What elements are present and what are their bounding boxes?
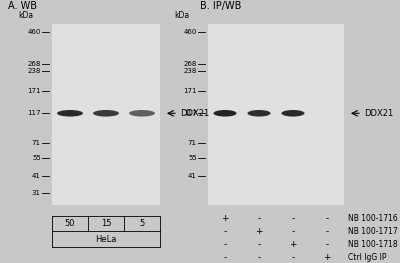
Text: HeLa: HeLa (95, 235, 117, 244)
Text: +: + (221, 214, 229, 223)
Ellipse shape (282, 110, 304, 117)
Text: 268: 268 (184, 61, 197, 67)
Text: -: - (257, 253, 261, 262)
Text: +: + (255, 227, 263, 236)
Text: 460: 460 (28, 29, 41, 34)
Text: Ctrl IgG IP: Ctrl IgG IP (348, 253, 386, 262)
Ellipse shape (214, 110, 236, 117)
Text: -: - (325, 227, 329, 236)
Text: B. IP/WB: B. IP/WB (200, 1, 241, 11)
Text: -: - (291, 227, 295, 236)
Text: 171: 171 (27, 88, 41, 94)
Text: -: - (257, 240, 261, 249)
Text: 238: 238 (28, 68, 41, 74)
Text: NB 100-1717 IP: NB 100-1717 IP (348, 227, 400, 236)
Text: 15: 15 (101, 219, 111, 228)
Text: A. WB: A. WB (8, 1, 37, 11)
Ellipse shape (57, 110, 83, 117)
Text: 460: 460 (184, 29, 197, 34)
Text: DDX21: DDX21 (364, 109, 393, 118)
Text: 31: 31 (32, 190, 41, 196)
Bar (52, 24, 160, 205)
Text: 171: 171 (183, 88, 197, 94)
Text: 238: 238 (184, 68, 197, 74)
Text: 41: 41 (32, 173, 41, 179)
Text: 5: 5 (139, 219, 145, 228)
Text: DDX21: DDX21 (180, 109, 209, 118)
Text: -: - (325, 240, 329, 249)
Text: NB 100-1716 IP: NB 100-1716 IP (348, 214, 400, 223)
Text: -: - (223, 240, 227, 249)
Text: -: - (325, 214, 329, 223)
Text: 55: 55 (32, 155, 41, 161)
Text: +: + (289, 240, 297, 249)
Text: kDa: kDa (174, 11, 189, 20)
Text: 41: 41 (188, 173, 197, 179)
Ellipse shape (93, 110, 119, 117)
Text: -: - (257, 214, 261, 223)
Text: 55: 55 (188, 155, 197, 161)
Ellipse shape (248, 110, 270, 117)
Text: 71: 71 (188, 140, 197, 146)
Text: 117: 117 (183, 110, 197, 116)
Text: -: - (223, 253, 227, 262)
Text: NB 100-1718 IP: NB 100-1718 IP (348, 240, 400, 249)
Text: 117: 117 (27, 110, 41, 116)
Text: 71: 71 (32, 140, 41, 146)
Text: -: - (291, 214, 295, 223)
Text: -: - (291, 253, 295, 262)
Bar (208, 24, 344, 205)
Text: kDa: kDa (18, 11, 33, 20)
Text: 50: 50 (65, 219, 75, 228)
Text: +: + (323, 253, 331, 262)
Ellipse shape (129, 110, 155, 117)
Text: -: - (223, 227, 227, 236)
Text: 268: 268 (28, 61, 41, 67)
